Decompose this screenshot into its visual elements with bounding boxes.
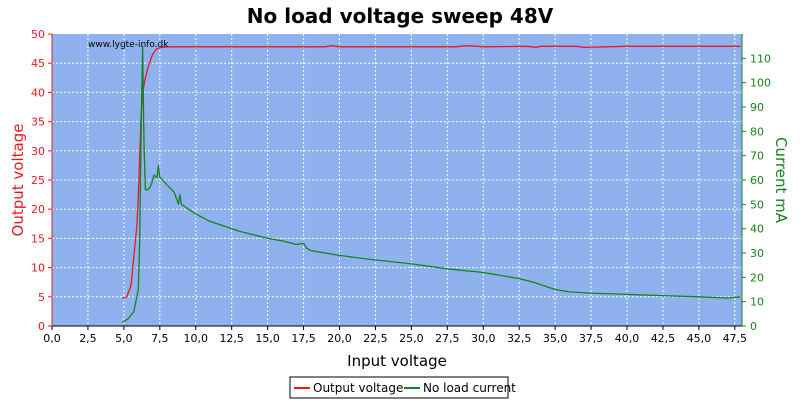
x-tick-label: 22,5 xyxy=(363,332,388,345)
x-tick-label: 20,0 xyxy=(327,332,352,345)
right-y-axis-title: Current mA xyxy=(772,137,790,224)
x-tick-label: 35,0 xyxy=(543,332,568,345)
watermark-text: www.lygte-info.dk xyxy=(88,40,169,50)
x-tick-label: 12,5 xyxy=(219,332,244,345)
left-y-axis-ticks: 0 5 10 15 20 25 30 35 40 45 50 xyxy=(31,28,52,333)
right-y-axis-ticks: 0 10 20 30 40 50 60 70 80 90 100 110 xyxy=(742,52,771,333)
x-tick-label: 45,0 xyxy=(687,332,712,345)
x-tick-label: 37,5 xyxy=(579,332,604,345)
left-y-axis-title: Output voltage xyxy=(9,124,27,237)
x-tick-label: 17,5 xyxy=(291,332,316,345)
left-y-tick-label: 45 xyxy=(31,57,45,70)
left-y-tick-label: 10 xyxy=(31,262,45,275)
right-y-tick-label: 20 xyxy=(750,271,764,284)
series-line-no-load-current xyxy=(122,45,741,323)
x-tick-label: 27,5 xyxy=(435,332,460,345)
right-y-tick-label: 60 xyxy=(750,174,764,187)
x-tick-label: 0,0 xyxy=(43,332,61,345)
x-axis-title: Input voltage xyxy=(347,352,447,370)
left-y-tick-label: 50 xyxy=(31,28,45,41)
x-tick-label: 7,5 xyxy=(151,332,169,345)
right-y-tick-label: 90 xyxy=(750,101,764,114)
right-y-tick-label: 100 xyxy=(750,77,771,90)
x-tick-label: 30,0 xyxy=(471,332,496,345)
right-y-tick-label: 0 xyxy=(750,320,757,333)
right-y-tick-label: 10 xyxy=(750,296,764,309)
left-y-tick-label: 15 xyxy=(31,232,45,245)
grid-lines xyxy=(52,34,742,326)
left-y-tick-label: 25 xyxy=(31,174,45,187)
x-axis-ticks: 0,0 2,5 5,0 7,5 10,0 12,5 15,0 17,5 20,0 22,5 25,0… xyxy=(43,326,747,345)
right-y-tick-label: 30 xyxy=(750,247,764,260)
left-y-tick-label: 20 xyxy=(31,203,45,216)
x-tick-label: 32,5 xyxy=(507,332,532,345)
legend: Output voltage No load current xyxy=(289,376,516,399)
legend-box xyxy=(289,376,509,399)
x-tick-label: 47,5 xyxy=(723,332,748,345)
right-y-tick-label: 40 xyxy=(750,223,764,236)
legend-label-output-voltage: Output voltage xyxy=(313,381,403,395)
left-y-tick-label: 40 xyxy=(31,86,45,99)
x-tick-label: 40,0 xyxy=(615,332,640,345)
right-y-tick-label: 110 xyxy=(750,52,771,65)
left-y-tick-label: 30 xyxy=(31,145,45,158)
x-tick-label: 42,5 xyxy=(651,332,676,345)
right-y-tick-label: 50 xyxy=(750,198,764,211)
series-layer xyxy=(122,45,741,323)
x-tick-label: 15,0 xyxy=(255,332,280,345)
x-tick-label: 2,5 xyxy=(79,332,97,345)
x-tick-label: 5,0 xyxy=(115,332,133,345)
left-y-tick-label: 5 xyxy=(38,291,45,304)
left-y-tick-label: 35 xyxy=(31,116,45,129)
right-y-tick-label: 80 xyxy=(750,125,764,138)
chart-title: No load voltage sweep 48V xyxy=(247,4,554,28)
right-y-tick-label: 70 xyxy=(750,150,764,163)
x-tick-label: 25,0 xyxy=(399,332,424,345)
x-tick-label: 10,0 xyxy=(184,332,209,345)
series-line-output-voltage xyxy=(122,45,741,300)
legend-label-no-load-current: No load current xyxy=(423,381,516,395)
left-y-tick-label: 0 xyxy=(38,320,45,333)
